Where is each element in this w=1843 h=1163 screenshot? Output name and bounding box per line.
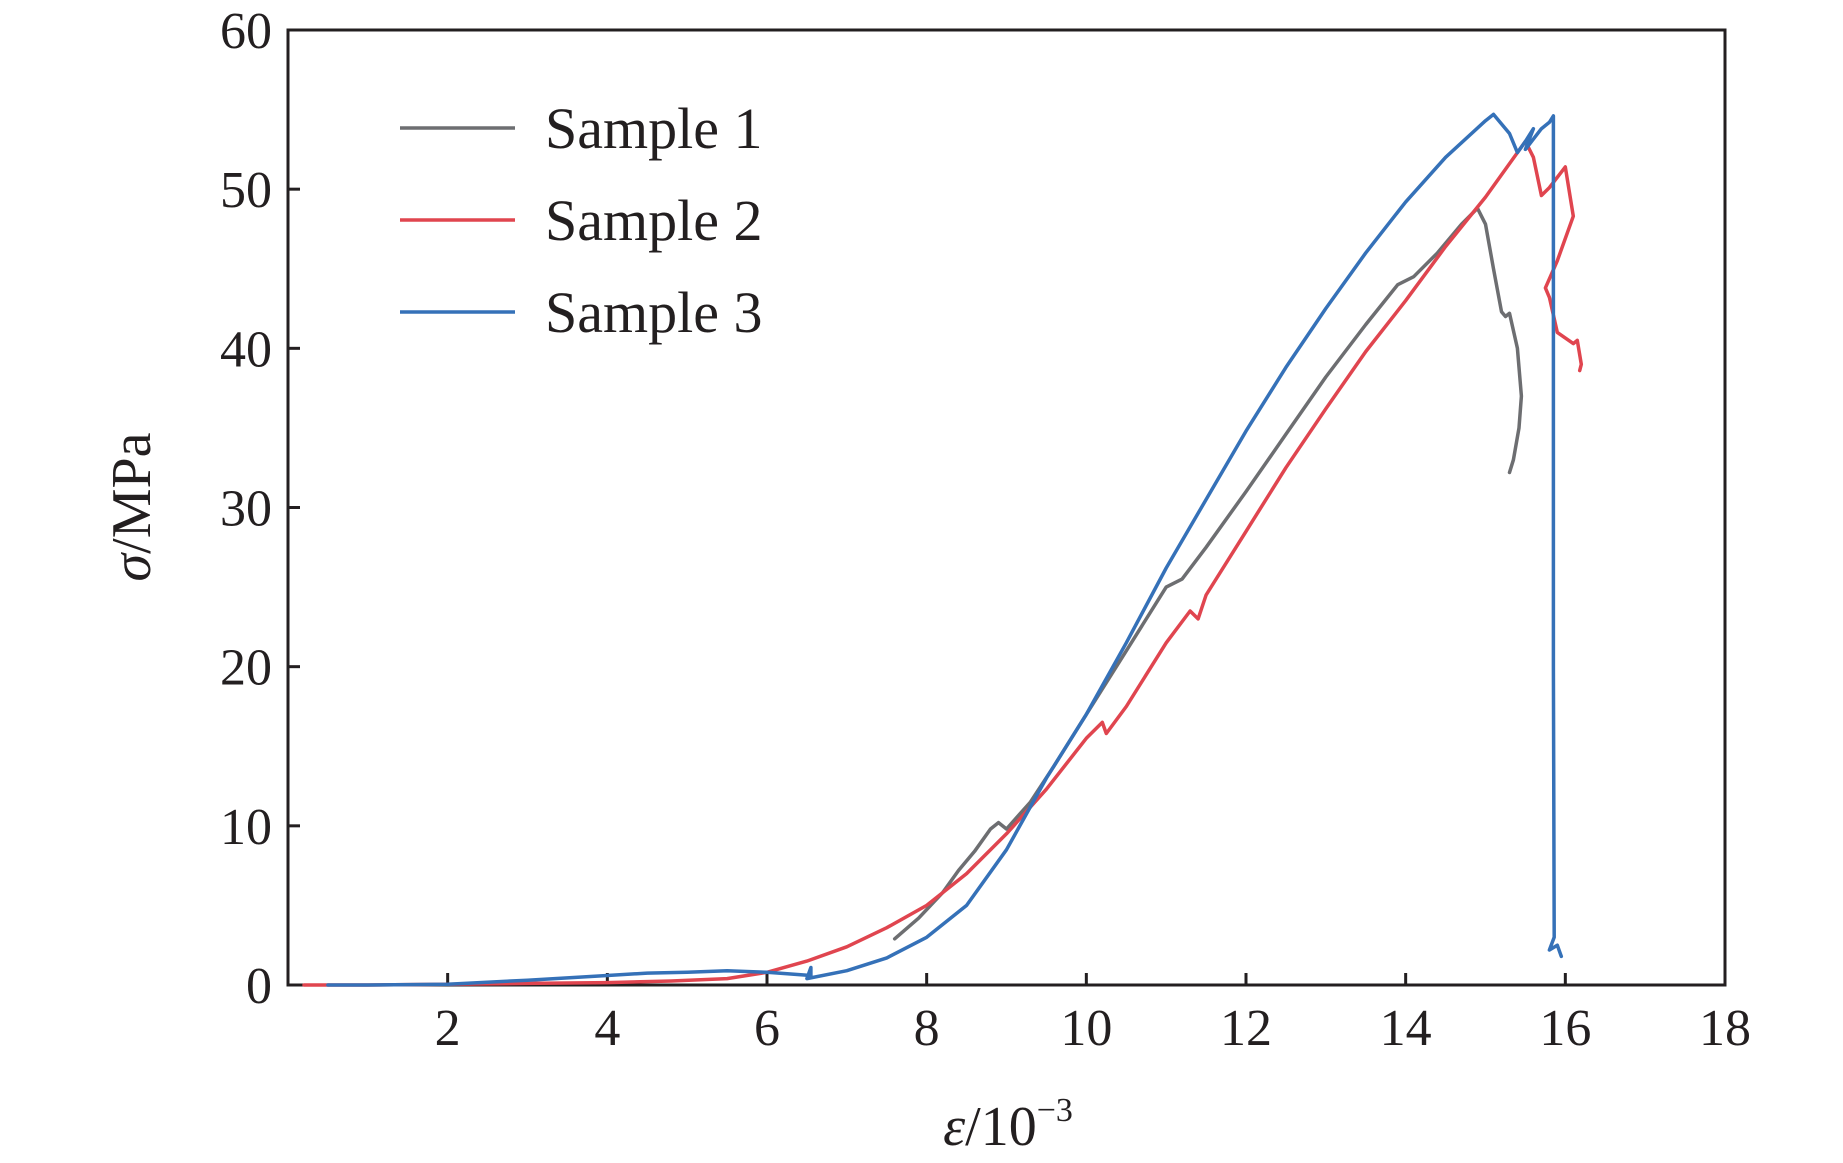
x-axis-ticks: 2 4 6 8 10 12 14 16 18 [435,973,1751,1057]
x-tick-label: 16 [1539,1000,1591,1057]
y-tick-label: 40 [220,321,272,378]
y-tick-label: 0 [246,958,272,1015]
x-axis-exponent: −3 [1037,1092,1073,1129]
plot-frame [286,28,1727,987]
x-tick-label: 18 [1699,1000,1751,1057]
legend-label: Sample 2 [545,188,762,253]
y-tick-label: 30 [220,481,272,538]
x-tick-label: 10 [1060,1000,1112,1057]
y-axis-label: σ/MPa [101,432,163,581]
series-line-sample-1 [892,206,1524,941]
x-tick-label: 12 [1220,1000,1272,1057]
y-tick-label: 10 [220,799,272,856]
series-line-sample-2 [302,139,1584,987]
x-axis-label: ε/10−3 [943,1092,1073,1158]
y-tick-label: 60 [220,3,272,60]
legend-label: Sample 3 [545,280,762,345]
x-tick-label: 6 [754,1000,780,1057]
x-tick-label: 2 [435,1000,461,1057]
y-tick-label: 50 [220,162,272,219]
legend: Sample 1 Sample 2 Sample 3 [400,96,762,345]
y-tick-label: 20 [220,640,272,697]
x-tick-label: 4 [594,1000,620,1057]
y-axis-ticks: 0 10 20 30 40 50 60 [220,3,300,1015]
series-line-sample-3 [326,112,1564,987]
series-layer [302,112,1584,987]
x-tick-label: 8 [914,1000,940,1057]
x-tick-label: 14 [1380,1000,1432,1057]
legend-label: Sample 1 [545,96,762,161]
